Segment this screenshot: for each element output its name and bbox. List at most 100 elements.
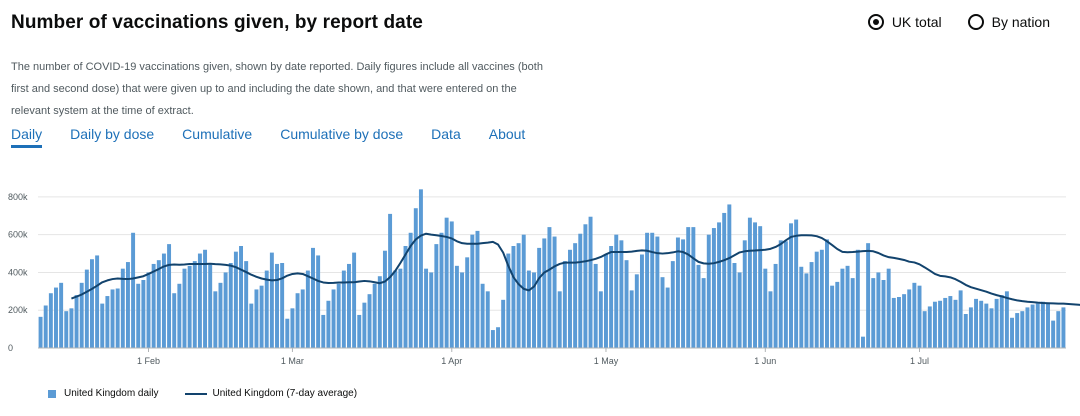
bar <box>588 216 593 348</box>
bar <box>814 251 819 348</box>
bar <box>1004 291 1009 348</box>
bar <box>932 301 937 348</box>
bar <box>521 234 526 348</box>
bar <box>573 243 578 348</box>
bar <box>609 246 614 348</box>
bar <box>100 303 105 348</box>
bar <box>634 274 639 348</box>
x-tick-label: 1 Jul <box>910 356 929 366</box>
bar <box>331 289 336 348</box>
bar <box>763 268 768 348</box>
bar <box>161 253 166 348</box>
bar <box>665 287 670 348</box>
bar <box>208 264 213 348</box>
tab-data[interactable]: Data <box>431 126 461 142</box>
bar <box>943 297 948 348</box>
bar <box>285 318 290 348</box>
bar <box>583 224 588 348</box>
bar <box>501 299 506 348</box>
bar <box>372 283 377 348</box>
bar <box>876 272 881 348</box>
y-tick-label: 200k <box>8 305 28 315</box>
bar <box>141 280 146 348</box>
bar <box>758 226 763 348</box>
bar <box>105 296 110 348</box>
bar <box>197 253 202 348</box>
bar <box>701 278 706 348</box>
bar <box>172 293 177 348</box>
bar <box>902 294 907 348</box>
bar <box>799 266 804 348</box>
bar <box>496 327 500 348</box>
bar <box>984 303 989 348</box>
y-tick-label: 600k <box>8 230 28 240</box>
bar <box>629 290 634 348</box>
bar <box>352 252 357 348</box>
bar <box>269 252 274 348</box>
radio-uk-total[interactable]: UK total <box>867 14 942 30</box>
x-tick-label: 1 Apr <box>441 356 462 366</box>
bar <box>182 268 187 348</box>
radio-uk-total-label[interactable]: UK total <box>891 14 942 30</box>
bar <box>90 259 94 348</box>
bar <box>783 241 788 348</box>
bar <box>794 219 799 348</box>
bar <box>511 246 516 348</box>
bar <box>382 250 387 348</box>
bar <box>1010 317 1014 348</box>
bar <box>347 263 351 348</box>
bar <box>979 300 984 348</box>
bar <box>254 289 259 348</box>
tab-cumulative[interactable]: Cumulative <box>182 126 253 142</box>
bar <box>69 308 74 348</box>
bar <box>418 189 423 348</box>
bar <box>912 282 917 348</box>
bar <box>398 268 403 348</box>
tab-daily[interactable]: Daily <box>11 126 43 148</box>
vaccinations-chart: 0 200k 400k 600k 800k 1 Feb 1 Mar 1 Apr 1 May 1 J… <box>8 189 1080 366</box>
bar <box>717 222 722 348</box>
bar <box>645 232 650 348</box>
bar <box>696 264 701 348</box>
bar <box>753 222 757 348</box>
tab-cumulative-by-dose[interactable]: Cumulative by dose <box>280 126 404 142</box>
bar <box>958 290 963 348</box>
bar <box>1061 307 1066 348</box>
bar <box>845 265 850 348</box>
bar <box>562 261 567 348</box>
bar <box>604 254 608 348</box>
bar <box>907 289 912 348</box>
bar <box>316 255 321 348</box>
bar <box>552 236 557 348</box>
tab-about[interactable]: About <box>488 126 526 142</box>
radio-selected-icon[interactable] <box>867 14 884 30</box>
bar <box>1056 311 1061 348</box>
bar <box>490 330 495 348</box>
bar <box>187 265 192 348</box>
bar <box>732 263 737 348</box>
bar <box>357 314 362 348</box>
bar <box>218 282 223 348</box>
bar <box>167 244 172 348</box>
radio-by-nation[interactable]: By nation <box>967 14 1050 30</box>
bar <box>773 263 778 348</box>
bar <box>192 261 197 348</box>
radio-unselected-icon[interactable] <box>967 14 984 30</box>
bar <box>778 240 783 348</box>
bar <box>547 227 552 348</box>
bar <box>280 263 285 348</box>
bar <box>1046 302 1050 348</box>
bar <box>79 282 84 348</box>
chart-title: Number of vaccinations given, by report … <box>11 12 423 33</box>
bar <box>393 270 398 348</box>
bar <box>403 246 408 348</box>
bar <box>722 212 727 348</box>
bar <box>568 249 572 348</box>
tab-daily-by-dose[interactable]: Daily by dose <box>70 126 155 142</box>
radio-by-nation-label[interactable]: By nation <box>991 14 1050 30</box>
bar <box>639 254 644 348</box>
bar <box>526 270 531 348</box>
bar <box>886 268 891 348</box>
bar <box>110 289 115 348</box>
bar <box>367 294 372 348</box>
